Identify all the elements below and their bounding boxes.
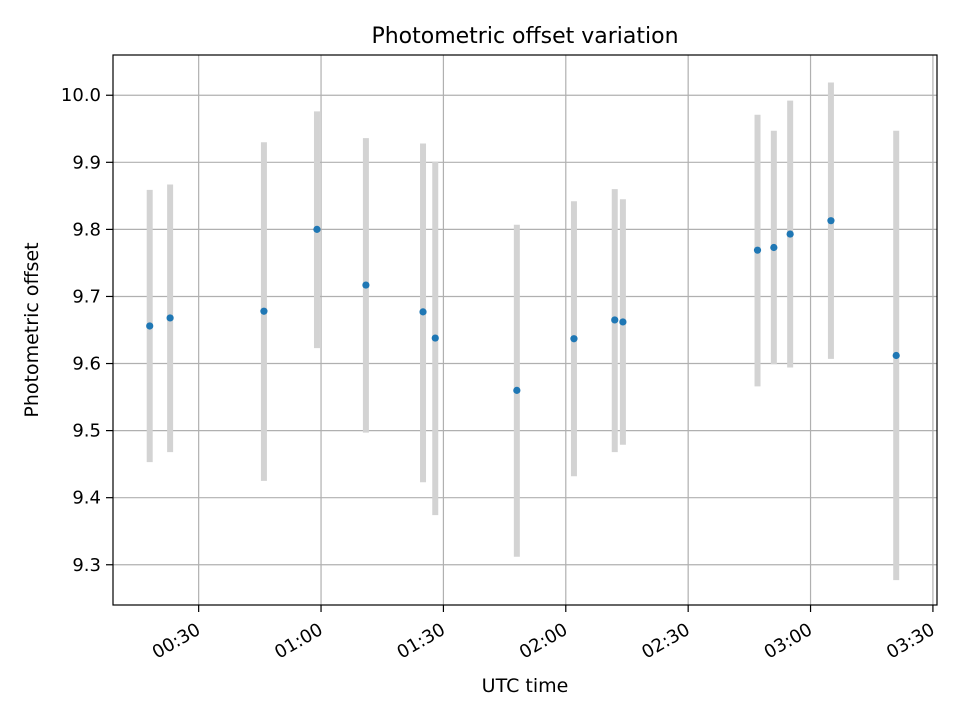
grid-lines	[113, 55, 937, 605]
data-point	[770, 243, 778, 252]
data-point	[570, 335, 578, 343]
data-point	[611, 316, 619, 324]
x-axis-ticks: 00:30 01:00 01:30 02:00 02:30 03:00 03:30	[149, 605, 938, 663]
data-point	[166, 314, 174, 322]
data-point	[419, 308, 427, 316]
data-point	[827, 217, 835, 225]
y-axis-label: Photometric offset	[21, 242, 43, 417]
data-point	[362, 281, 370, 289]
data-point	[313, 225, 321, 233]
data-point	[431, 334, 439, 342]
x-tick-label: 03:00	[761, 619, 816, 663]
x-tick-label: 01:30	[393, 619, 448, 663]
error-bars	[146, 82, 900, 581]
y-tick-label: 9.3	[72, 555, 101, 576]
data-points	[146, 217, 900, 394]
x-tick-label: 02:00	[516, 619, 571, 663]
y-tick-label: 9.8	[72, 219, 101, 240]
data-point	[146, 322, 154, 330]
y-tick-label: 9.6	[72, 354, 101, 375]
y-tick-label: 9.4	[72, 488, 101, 509]
x-tick-label: 00:30	[149, 619, 204, 663]
data-point	[260, 307, 268, 315]
chart-title: Photometric offset variation	[371, 24, 678, 49]
y-tick-label: 9.7	[72, 286, 101, 307]
x-tick-label: 01:00	[271, 619, 326, 663]
x-tick-label: 03:30	[883, 619, 938, 663]
data-point	[892, 351, 900, 360]
data-point	[513, 386, 521, 394]
y-axis-ticks: 9.3 9.4 9.5 9.6 9.7 9.8 9.9 10.0	[61, 85, 113, 576]
x-axis-label: UTC time	[482, 675, 569, 697]
data-point	[786, 230, 794, 238]
plot-frame	[112, 54, 938, 606]
x-tick-label: 02:30	[638, 619, 693, 663]
y-tick-label: 10.0	[61, 85, 101, 106]
data-point	[753, 246, 762, 254]
data-point	[619, 318, 627, 326]
y-tick-label: 9.9	[72, 152, 101, 173]
y-tick-label: 9.5	[72, 421, 101, 442]
